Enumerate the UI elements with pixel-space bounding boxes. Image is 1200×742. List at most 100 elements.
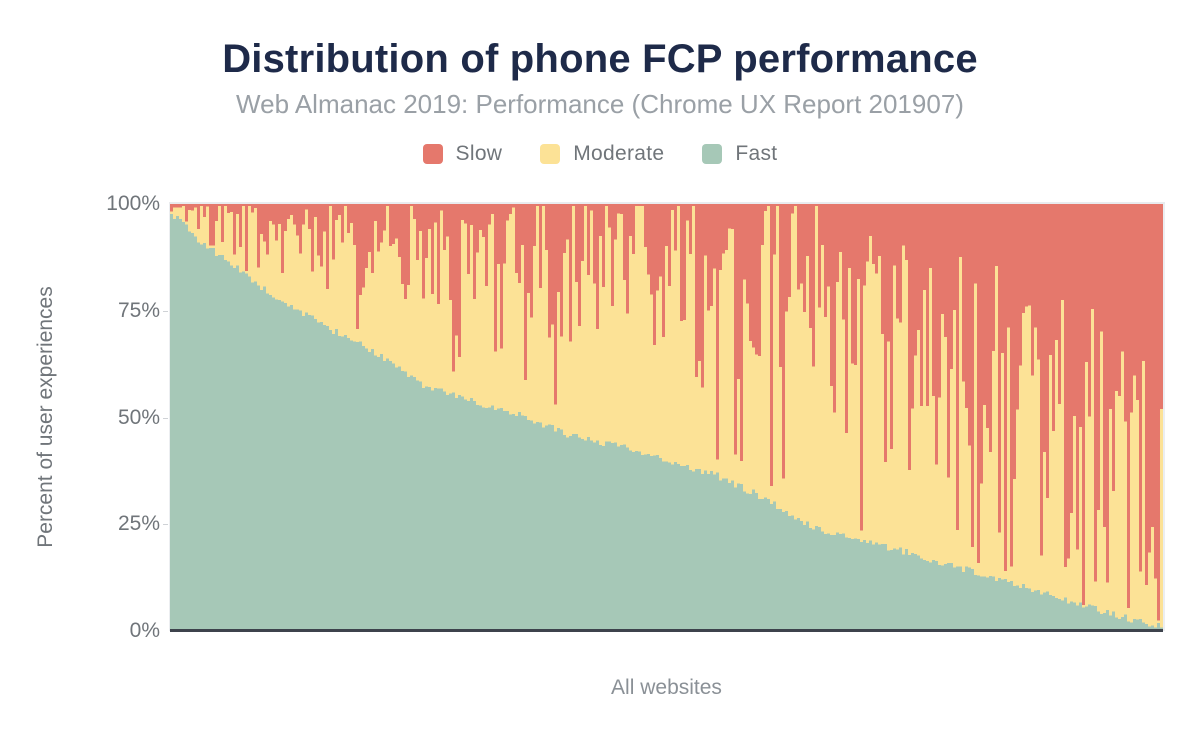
stacked-bar (254, 204, 257, 631)
stacked-bar (341, 204, 344, 631)
stacked-bar (353, 204, 356, 631)
stacked-bar (488, 204, 491, 631)
stacked-bar (173, 204, 176, 631)
stacked-bar (383, 204, 386, 631)
stacked-bar (413, 204, 416, 631)
stacked-bar (704, 204, 707, 631)
stacked-bar (1028, 204, 1031, 631)
stacked-bar (452, 204, 455, 631)
stacked-bar (932, 204, 935, 631)
stacked-bar (881, 204, 884, 631)
stacked-bar (755, 204, 758, 631)
stacked-bar (443, 204, 446, 631)
stacked-bar (710, 204, 713, 631)
stacked-bar (815, 204, 818, 631)
stacked-bar (344, 204, 347, 631)
stacked-bar (866, 204, 869, 631)
legend-swatch-slow-icon (422, 144, 443, 164)
stacked-bar (281, 204, 284, 631)
stacked-bar (440, 204, 443, 631)
stacked-bar (650, 204, 653, 631)
stacked-bar (962, 204, 965, 631)
stacked-bar (470, 204, 473, 631)
stacked-bar (788, 204, 791, 631)
stacked-bar (632, 204, 635, 631)
stacked-bar (686, 204, 689, 631)
stacked-bar (590, 204, 593, 631)
legend-label: Slow (455, 142, 503, 165)
stacked-bar (833, 204, 836, 631)
stacked-bar (995, 204, 998, 631)
stacked-bar (728, 204, 731, 631)
stacked-bar (278, 204, 281, 631)
stacked-bar (467, 204, 470, 631)
stacked-bar (293, 204, 296, 631)
stacked-bar (638, 204, 641, 631)
stacked-bar (551, 204, 554, 631)
stacked-bar (587, 204, 590, 631)
stacked-bar (191, 204, 194, 631)
stacked-bar (179, 204, 182, 631)
stacked-bar (503, 204, 506, 631)
stacked-bar (542, 204, 545, 631)
stacked-bar (269, 204, 272, 631)
stacked-bar (1136, 204, 1139, 631)
stacked-bar (461, 204, 464, 631)
stacked-bar (458, 204, 461, 631)
stacked-bar (782, 204, 785, 631)
stacked-bar (689, 204, 692, 631)
stacked-bar (209, 204, 212, 631)
stacked-bar (893, 204, 896, 631)
stacked-bar (1088, 204, 1091, 631)
stacked-bar (668, 204, 671, 631)
stacked-bar (617, 204, 620, 631)
plot-top-gridline (169, 202, 1165, 204)
stacked-bar (1145, 204, 1148, 631)
stacked-bar (323, 204, 326, 631)
stacked-bar (596, 204, 599, 631)
stacked-bar (707, 204, 710, 631)
stacked-bar (662, 204, 665, 631)
plot-right-frame (1163, 204, 1165, 631)
stacked-bar (527, 204, 530, 631)
stacked-bar (1082, 204, 1085, 631)
stacked-bar (1091, 204, 1094, 631)
stacked-bar (425, 204, 428, 631)
stacked-bar (1004, 204, 1007, 631)
stacked-bar (455, 204, 458, 631)
stacked-bar (680, 204, 683, 631)
stacked-bar (737, 204, 740, 631)
stacked-bar (284, 204, 287, 631)
stacked-bar (1142, 204, 1145, 631)
stacked-bar (956, 204, 959, 631)
stacked-bar (350, 204, 353, 631)
stacked-bar (722, 204, 725, 631)
stacked-bar (845, 204, 848, 631)
stacked-bar (701, 204, 704, 631)
stacked-bar (1124, 204, 1127, 631)
stacked-bar (404, 204, 407, 631)
stacked-bar (605, 204, 608, 631)
stacked-bar (221, 204, 224, 631)
stacked-bar (1151, 204, 1154, 631)
stacked-bar (611, 204, 614, 631)
stacked-bar (203, 204, 206, 631)
stacked-bar (944, 204, 947, 631)
stacked-bar (623, 204, 626, 631)
stacked-bar (416, 204, 419, 631)
stacked-bar (935, 204, 938, 631)
stacked-bar (809, 204, 812, 631)
stacked-bar (1103, 204, 1106, 631)
stacked-bar (1049, 204, 1052, 631)
stacked-bar (914, 204, 917, 631)
stacked-bar (419, 204, 422, 631)
plot-area (169, 202, 1165, 632)
stacked-bar (386, 204, 389, 631)
stacked-bar (890, 204, 893, 631)
stacked-bar (1070, 204, 1073, 631)
stacked-bar (968, 204, 971, 631)
stacked-bar (335, 204, 338, 631)
stacked-bar (509, 204, 512, 631)
chart-subtitle: Web Almanac 2019: Performance (Chrome UX… (236, 89, 964, 119)
stacked-bar (563, 204, 566, 631)
